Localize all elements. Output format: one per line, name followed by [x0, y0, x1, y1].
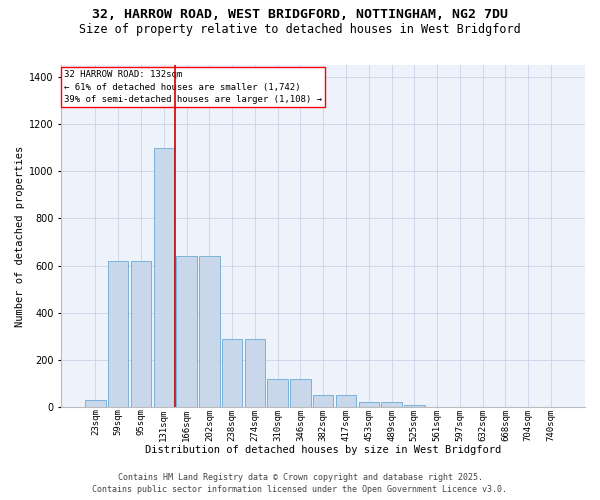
Bar — [290, 379, 311, 407]
Bar — [108, 261, 128, 407]
Bar — [404, 406, 425, 407]
X-axis label: Distribution of detached houses by size in West Bridgford: Distribution of detached houses by size … — [145, 445, 502, 455]
Text: 32 HARROW ROAD: 132sqm
← 61% of detached houses are smaller (1,742)
39% of semi-: 32 HARROW ROAD: 132sqm ← 61% of detached… — [64, 70, 322, 104]
Bar — [154, 148, 174, 407]
Bar — [199, 256, 220, 407]
Bar — [85, 400, 106, 407]
Bar — [268, 379, 288, 407]
Bar — [176, 256, 197, 407]
Text: Size of property relative to detached houses in West Bridgford: Size of property relative to detached ho… — [79, 22, 521, 36]
Text: Contains HM Land Registry data © Crown copyright and database right 2025.
Contai: Contains HM Land Registry data © Crown c… — [92, 473, 508, 494]
Bar — [381, 402, 402, 407]
Text: 32, HARROW ROAD, WEST BRIDGFORD, NOTTINGHAM, NG2 7DU: 32, HARROW ROAD, WEST BRIDGFORD, NOTTING… — [92, 8, 508, 20]
Bar — [245, 339, 265, 407]
Bar — [359, 402, 379, 407]
Bar — [313, 396, 334, 407]
Y-axis label: Number of detached properties: Number of detached properties — [15, 146, 25, 326]
Bar — [131, 261, 151, 407]
Bar — [336, 396, 356, 407]
Bar — [222, 339, 242, 407]
